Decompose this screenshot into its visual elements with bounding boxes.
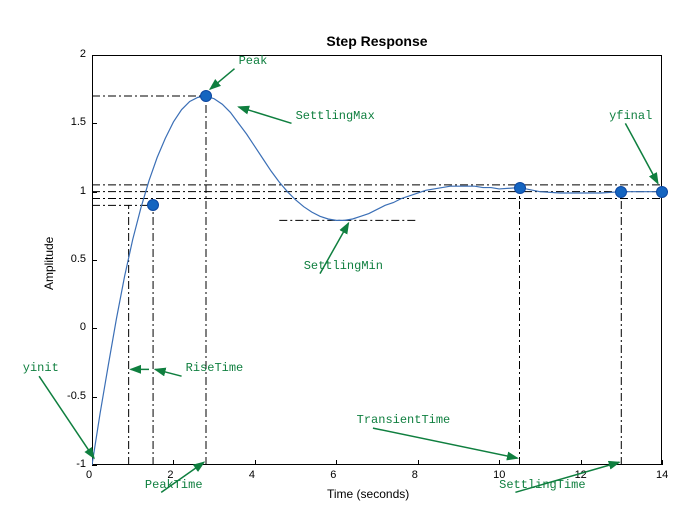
- x-tick-label: 14: [656, 469, 668, 481]
- yinit-label-arrow: [39, 376, 94, 458]
- x-tick: [173, 460, 174, 465]
- y-tick-label: 2: [80, 48, 86, 60]
- peaktime-label: PeakTime: [145, 478, 203, 492]
- yinit-label: yinit: [23, 361, 59, 375]
- y-tick-label: 1: [80, 185, 86, 197]
- x-tick: [581, 460, 582, 465]
- settlingmin-label: SettlingMin: [304, 259, 383, 273]
- y-tick: [92, 397, 97, 398]
- settlingmax-label: SettlingMax: [296, 109, 375, 123]
- y-tick-label: -1: [76, 458, 86, 470]
- settling-marker: [615, 186, 627, 198]
- rise-marker: [147, 199, 159, 211]
- x-tick-label: 8: [412, 469, 418, 481]
- x-tick: [499, 460, 500, 465]
- x-tick: [662, 460, 663, 465]
- y-tick-label: 0.5: [71, 253, 86, 265]
- final-marker: [656, 186, 668, 198]
- transienttime-label: TransientTime: [357, 413, 451, 427]
- transient-marker: [514, 182, 526, 194]
- risetime-label: RiseTime: [186, 361, 244, 375]
- x-tick: [418, 460, 419, 465]
- x-tick-label: 4: [249, 469, 255, 481]
- x-axis-label: Time (seconds): [327, 487, 409, 501]
- x-tick: [336, 460, 337, 465]
- y-tick-label: 1.5: [71, 116, 86, 128]
- y-tick: [92, 123, 97, 124]
- y-tick-label: 0: [80, 321, 86, 333]
- y-tick: [92, 55, 97, 56]
- x-tick: [255, 460, 256, 465]
- y-tick: [92, 192, 97, 193]
- settlingtime-label: SettlingTime: [499, 478, 585, 492]
- y-axis-label: Amplitude: [42, 237, 56, 290]
- chart-title: Step Response: [92, 33, 662, 49]
- yfinal-label: yfinal: [609, 109, 652, 123]
- y-tick-label: -0.5: [67, 390, 86, 402]
- peak-label: Peak: [239, 54, 268, 68]
- x-tick-label: 0: [86, 469, 92, 481]
- y-tick: [92, 465, 97, 466]
- peak-marker: [200, 90, 212, 102]
- y-tick: [92, 328, 97, 329]
- x-tick-label: 6: [330, 469, 336, 481]
- y-tick: [92, 260, 97, 261]
